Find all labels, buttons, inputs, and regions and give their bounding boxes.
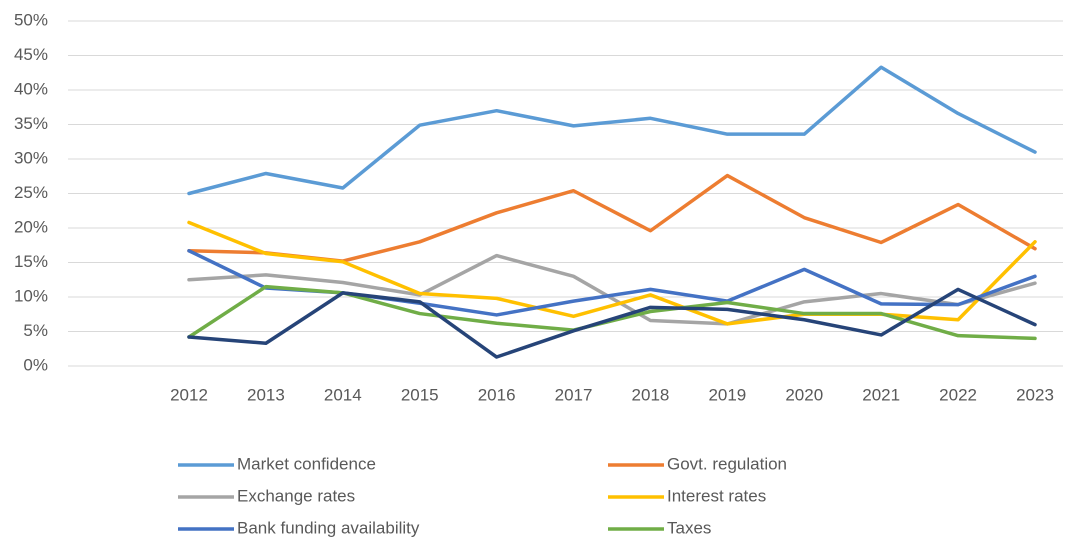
x-tick-label: 2021 <box>862 385 900 404</box>
legend-label: Interest rates <box>667 486 766 505</box>
y-tick-label: 10% <box>14 286 48 305</box>
legend-label: Govt. regulation <box>667 454 787 473</box>
y-tick-label: 15% <box>14 252 48 271</box>
x-tick-label: 2019 <box>708 385 746 404</box>
y-tick-label: 0% <box>23 355 48 374</box>
x-tick-label: 2014 <box>324 385 362 404</box>
legend-label: Taxes <box>667 518 711 537</box>
x-tick-label: 2018 <box>632 385 670 404</box>
legend-label: Exchange rates <box>237 486 355 505</box>
x-tick-label: 2015 <box>401 385 439 404</box>
y-tick-label: 25% <box>14 183 48 202</box>
series-line <box>187 65 1037 196</box>
series-line <box>187 173 1037 263</box>
x-tick-label: 2017 <box>555 385 593 404</box>
legend-label: Market confidence <box>237 454 376 473</box>
series-line <box>187 253 1037 326</box>
y-tick-label: 50% <box>14 10 48 29</box>
x-tick-label: 2016 <box>478 385 516 404</box>
y-tick-label: 45% <box>14 45 48 64</box>
y-tick-label: 40% <box>14 79 48 98</box>
x-tick-label: 2012 <box>170 385 208 404</box>
y-tick-label: 35% <box>14 114 48 133</box>
x-tick-label: 2023 <box>1016 385 1054 404</box>
y-tick-label: 5% <box>23 321 48 340</box>
x-tick-label: 2022 <box>939 385 977 404</box>
y-tick-label: 30% <box>14 148 48 167</box>
legend-label: Bank funding availability <box>237 518 420 537</box>
x-tick-label: 2013 <box>247 385 285 404</box>
series-line <box>187 287 1037 359</box>
x-tick-label: 2020 <box>785 385 823 404</box>
series-line <box>187 220 1037 326</box>
y-tick-label: 20% <box>14 217 48 236</box>
